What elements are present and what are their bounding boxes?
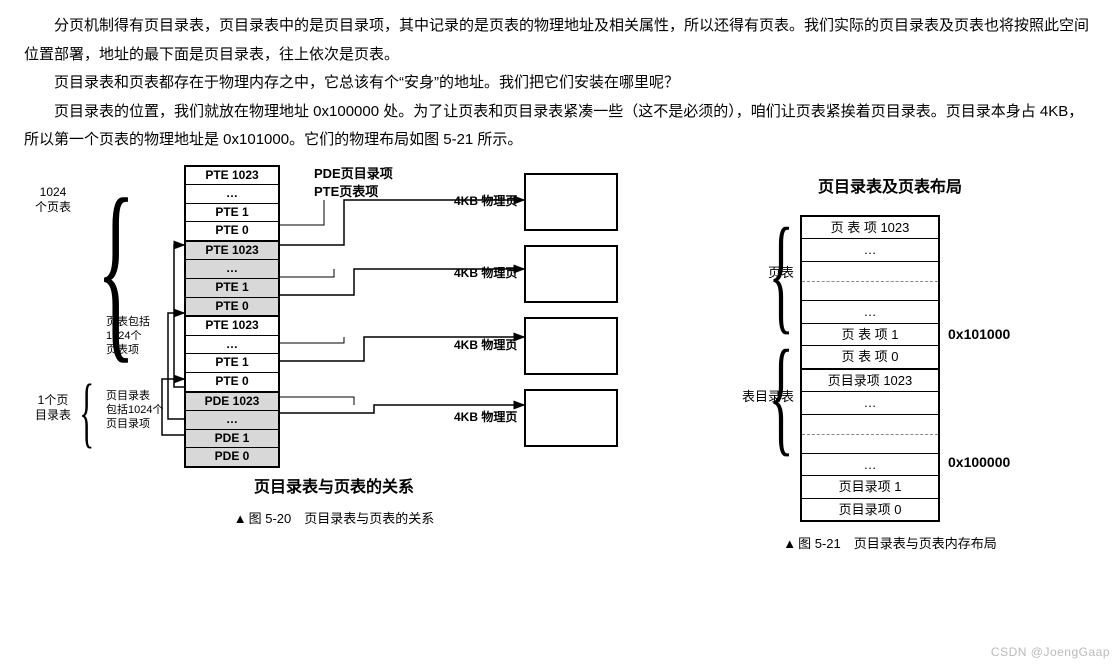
- right-stack: 页 表 项 1023 … … 页 表 项 1 页 表 项 0 页目录项 1023…: [800, 215, 940, 522]
- paragraph-3: 页目录表的位置，我们就放在物理地址 0x100000 处。为了让页表和页目录表紧…: [24, 98, 1096, 155]
- cell: 页目录项 0: [802, 498, 938, 521]
- cell: 页目录项 1023: [802, 368, 938, 392]
- addr-0x101000: 0x101000: [948, 321, 1010, 348]
- r-brace-top: {: [768, 213, 793, 337]
- cell: 页 表 项 1: [802, 323, 938, 346]
- fig-5-21-heading: 页目录表及页表布局: [684, 173, 1096, 203]
- cell: 页 表 项 0: [802, 345, 938, 368]
- fig-5-20-caption: 图 5-20 页目录表与页表的关系: [24, 507, 644, 532]
- arrow-overlay: [24, 165, 644, 465]
- split: [802, 261, 938, 300]
- cell: …: [802, 238, 938, 261]
- fig-5-20-title: 页目录表与页表的关系: [24, 473, 644, 503]
- cell: 页目录项 1: [802, 475, 938, 498]
- cell: 页 表 项 1023: [802, 217, 938, 239]
- addr-0x100000: 0x100000: [948, 449, 1010, 476]
- split: [802, 414, 938, 453]
- figure-5-20: 1024 个页表 { 1个页 目录表 { 页表包括 1024个 页表项 页目录表…: [24, 165, 644, 532]
- figure-5-21: 页目录表及页表布局 页表 { 表目录表 { 页 表 项 1023 … … 页 表…: [684, 165, 1096, 558]
- fig-5-21-caption: 图 5-21 页目录表与页表内存布局: [684, 532, 1096, 557]
- cell: …: [802, 391, 938, 414]
- figures-row: 1024 个页表 { 1个页 目录表 { 页表包括 1024个 页表项 页目录表…: [24, 165, 1096, 558]
- watermark: CSDN @JoengGaap: [991, 641, 1110, 664]
- paragraph-1: 分页机制得有页目录表，页目录表中的是页目录项，其中记录的是页表的物理地址及相关属…: [24, 12, 1096, 69]
- r-brace-bot: {: [768, 335, 793, 459]
- paragraph-2: 页目录表和页表都存在于物理内存之中，它总该有个“安身”的地址。我们把它们安装在哪…: [24, 69, 1096, 98]
- cell: …: [802, 300, 938, 323]
- cell: …: [802, 453, 938, 476]
